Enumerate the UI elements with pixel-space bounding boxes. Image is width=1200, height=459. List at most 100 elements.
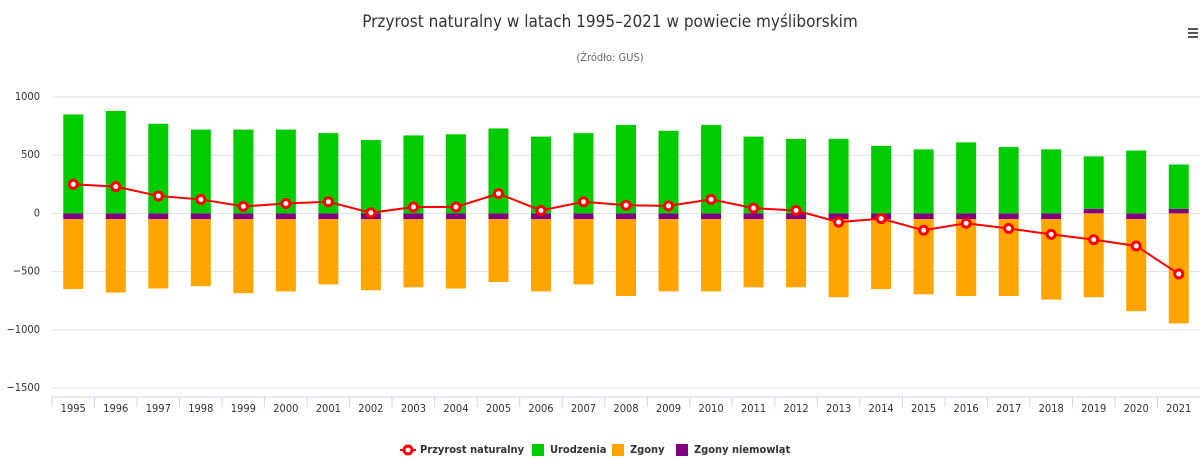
x-tick-label: 2001 xyxy=(316,402,341,415)
point xyxy=(1003,223,1015,235)
bar xyxy=(1083,213,1104,298)
bar xyxy=(105,110,126,214)
legend-item[interactable]: Urodzenia xyxy=(532,443,606,456)
point xyxy=(450,201,462,213)
x-tick-label: 2007 xyxy=(571,402,596,415)
legend-item[interactable]: Zgony niemowląt xyxy=(676,443,790,456)
bar xyxy=(190,219,211,287)
bar xyxy=(403,219,424,288)
bar xyxy=(148,219,169,289)
bar xyxy=(701,124,722,214)
y-tick-label: −1000 xyxy=(7,323,40,336)
point xyxy=(407,201,419,213)
y-tick-label: 500 xyxy=(21,148,40,161)
point xyxy=(152,190,164,202)
bar xyxy=(63,114,84,214)
bar xyxy=(275,213,296,220)
x-tick-label: 1998 xyxy=(188,402,213,415)
legend-label: Zgony xyxy=(630,443,665,456)
bar xyxy=(318,219,339,285)
bar xyxy=(871,219,892,290)
bar xyxy=(488,213,509,220)
bar xyxy=(573,213,594,220)
bar xyxy=(658,130,679,214)
bar xyxy=(275,129,296,214)
bar xyxy=(1041,213,1062,220)
point xyxy=(110,181,122,193)
bar xyxy=(1126,150,1147,214)
point xyxy=(577,196,589,208)
point xyxy=(620,199,632,211)
bar xyxy=(701,213,722,220)
bar xyxy=(63,213,84,220)
point xyxy=(1045,228,1057,240)
bar xyxy=(318,133,339,214)
point xyxy=(322,196,334,208)
point xyxy=(960,217,972,229)
point xyxy=(1088,234,1100,246)
bar xyxy=(275,219,296,292)
chart-subtitle: (Źródło: GUS) xyxy=(576,51,643,64)
bar xyxy=(445,219,466,289)
point xyxy=(535,204,547,216)
point xyxy=(748,202,760,214)
bar xyxy=(913,149,934,214)
bar xyxy=(786,138,807,214)
x-tick-label: 2016 xyxy=(954,402,979,415)
x-tick-label: 2018 xyxy=(1039,402,1064,415)
x-tick-label: 2010 xyxy=(698,402,723,415)
x-tick-label: 2011 xyxy=(741,402,766,415)
bar xyxy=(956,219,977,297)
bar xyxy=(1168,213,1189,324)
legend-label: Urodzenia xyxy=(550,443,606,456)
legend-marker xyxy=(402,444,414,456)
legend-item[interactable]: Zgony xyxy=(612,443,665,456)
point xyxy=(67,178,79,190)
chart-title: Przyrost naturalny w latach 1995–2021 w … xyxy=(362,12,858,32)
bar xyxy=(233,129,254,214)
bar xyxy=(445,134,466,214)
x-tick-label: 2003 xyxy=(401,402,426,415)
bar xyxy=(190,129,211,214)
point xyxy=(663,200,675,212)
bar xyxy=(1083,208,1104,214)
bar xyxy=(913,219,934,295)
bar xyxy=(1041,219,1062,300)
bar xyxy=(1126,213,1147,220)
bar xyxy=(616,219,636,297)
bar xyxy=(743,219,764,288)
x-tick-label: 1995 xyxy=(61,402,86,415)
legend-item[interactable]: Przyrost naturalny xyxy=(400,443,525,456)
bar xyxy=(828,138,849,214)
bar xyxy=(743,213,764,220)
x-tick-label: 2014 xyxy=(869,402,894,415)
y-tick-label: 1000 xyxy=(15,90,40,103)
bar xyxy=(616,124,636,214)
bar xyxy=(360,140,381,214)
point xyxy=(875,213,887,225)
bar xyxy=(913,213,934,220)
bar xyxy=(148,213,169,220)
bar xyxy=(233,213,254,220)
menu-icon[interactable] xyxy=(1188,28,1198,38)
legend-label: Zgony niemowląt xyxy=(694,443,790,456)
legend-marker xyxy=(532,444,544,456)
bar xyxy=(488,219,509,283)
legend-marker xyxy=(612,444,624,456)
x-tick-label: 1996 xyxy=(103,402,128,415)
x-tick-label: 2017 xyxy=(996,402,1021,415)
bar xyxy=(530,219,551,292)
bar xyxy=(148,123,169,214)
point xyxy=(705,193,717,205)
bar xyxy=(956,142,977,214)
point xyxy=(365,207,377,219)
bar xyxy=(998,219,1019,297)
bar xyxy=(530,213,551,220)
bar xyxy=(743,136,764,214)
bar xyxy=(658,213,679,220)
point xyxy=(1130,240,1142,252)
x-tick-label: 2000 xyxy=(273,402,298,415)
bar xyxy=(871,145,892,214)
bar xyxy=(1083,156,1104,209)
